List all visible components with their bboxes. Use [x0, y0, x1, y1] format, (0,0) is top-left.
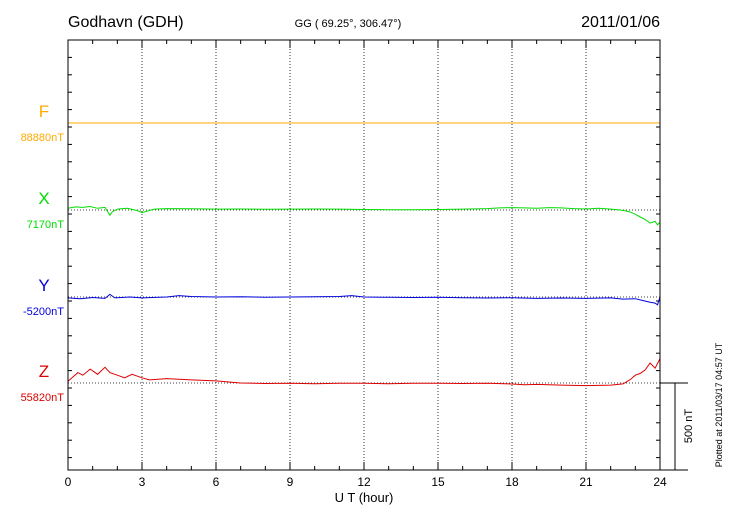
plotted-timestamp: Plotted at 2011/03/17 04:57 UT [714, 342, 724, 467]
x-tick-label: 12 [357, 475, 371, 489]
grid-lines [141, 40, 587, 470]
series-lines [67, 122, 661, 387]
x-tick-label: 15 [431, 475, 445, 489]
station-coordinates: GG ( 69.25°, 306.47°) [295, 18, 402, 30]
x-tick-label: 0 [65, 475, 72, 489]
series-name-z: Z [39, 362, 49, 381]
axis-ticks [67, 40, 661, 470]
scale-bar-label: 500 nT [683, 409, 695, 444]
x-tick-label: 9 [287, 475, 294, 489]
plot-frame [67, 39, 661, 471]
x-tick-label: 18 [505, 475, 519, 489]
x-axis-label: U T (hour) [335, 490, 394, 505]
station-title: Godhavn (GDH) [68, 14, 184, 31]
x-tick-label: 3 [139, 475, 146, 489]
series-labels: F 88880nT X 7170nT Y -5200nT Z 55820nT [21, 102, 65, 404]
x-tick-label: 6 [213, 475, 220, 489]
x-tick-label: 21 [579, 475, 593, 489]
series-name-x: X [38, 189, 49, 208]
scale-bar: 500 nT [660, 382, 695, 471]
series-baseline-z: 55820nT [21, 392, 65, 404]
series-line-z [67, 358, 661, 387]
series-baseline-x: 7170nT [27, 219, 65, 231]
series-line-x [67, 205, 661, 226]
series-name-y: Y [38, 276, 49, 295]
x-tick-labels: 0 3 6 9 12 15 18 21 24 [65, 475, 667, 489]
series-name-f: F [39, 102, 49, 121]
chart-date: 2011/01/06 [581, 14, 660, 31]
series-baseline-f: 88880nT [21, 132, 65, 144]
series-line-y [67, 293, 661, 306]
series-baseline-y: -5200nT [23, 306, 64, 318]
x-tick-label: 24 [653, 475, 667, 489]
